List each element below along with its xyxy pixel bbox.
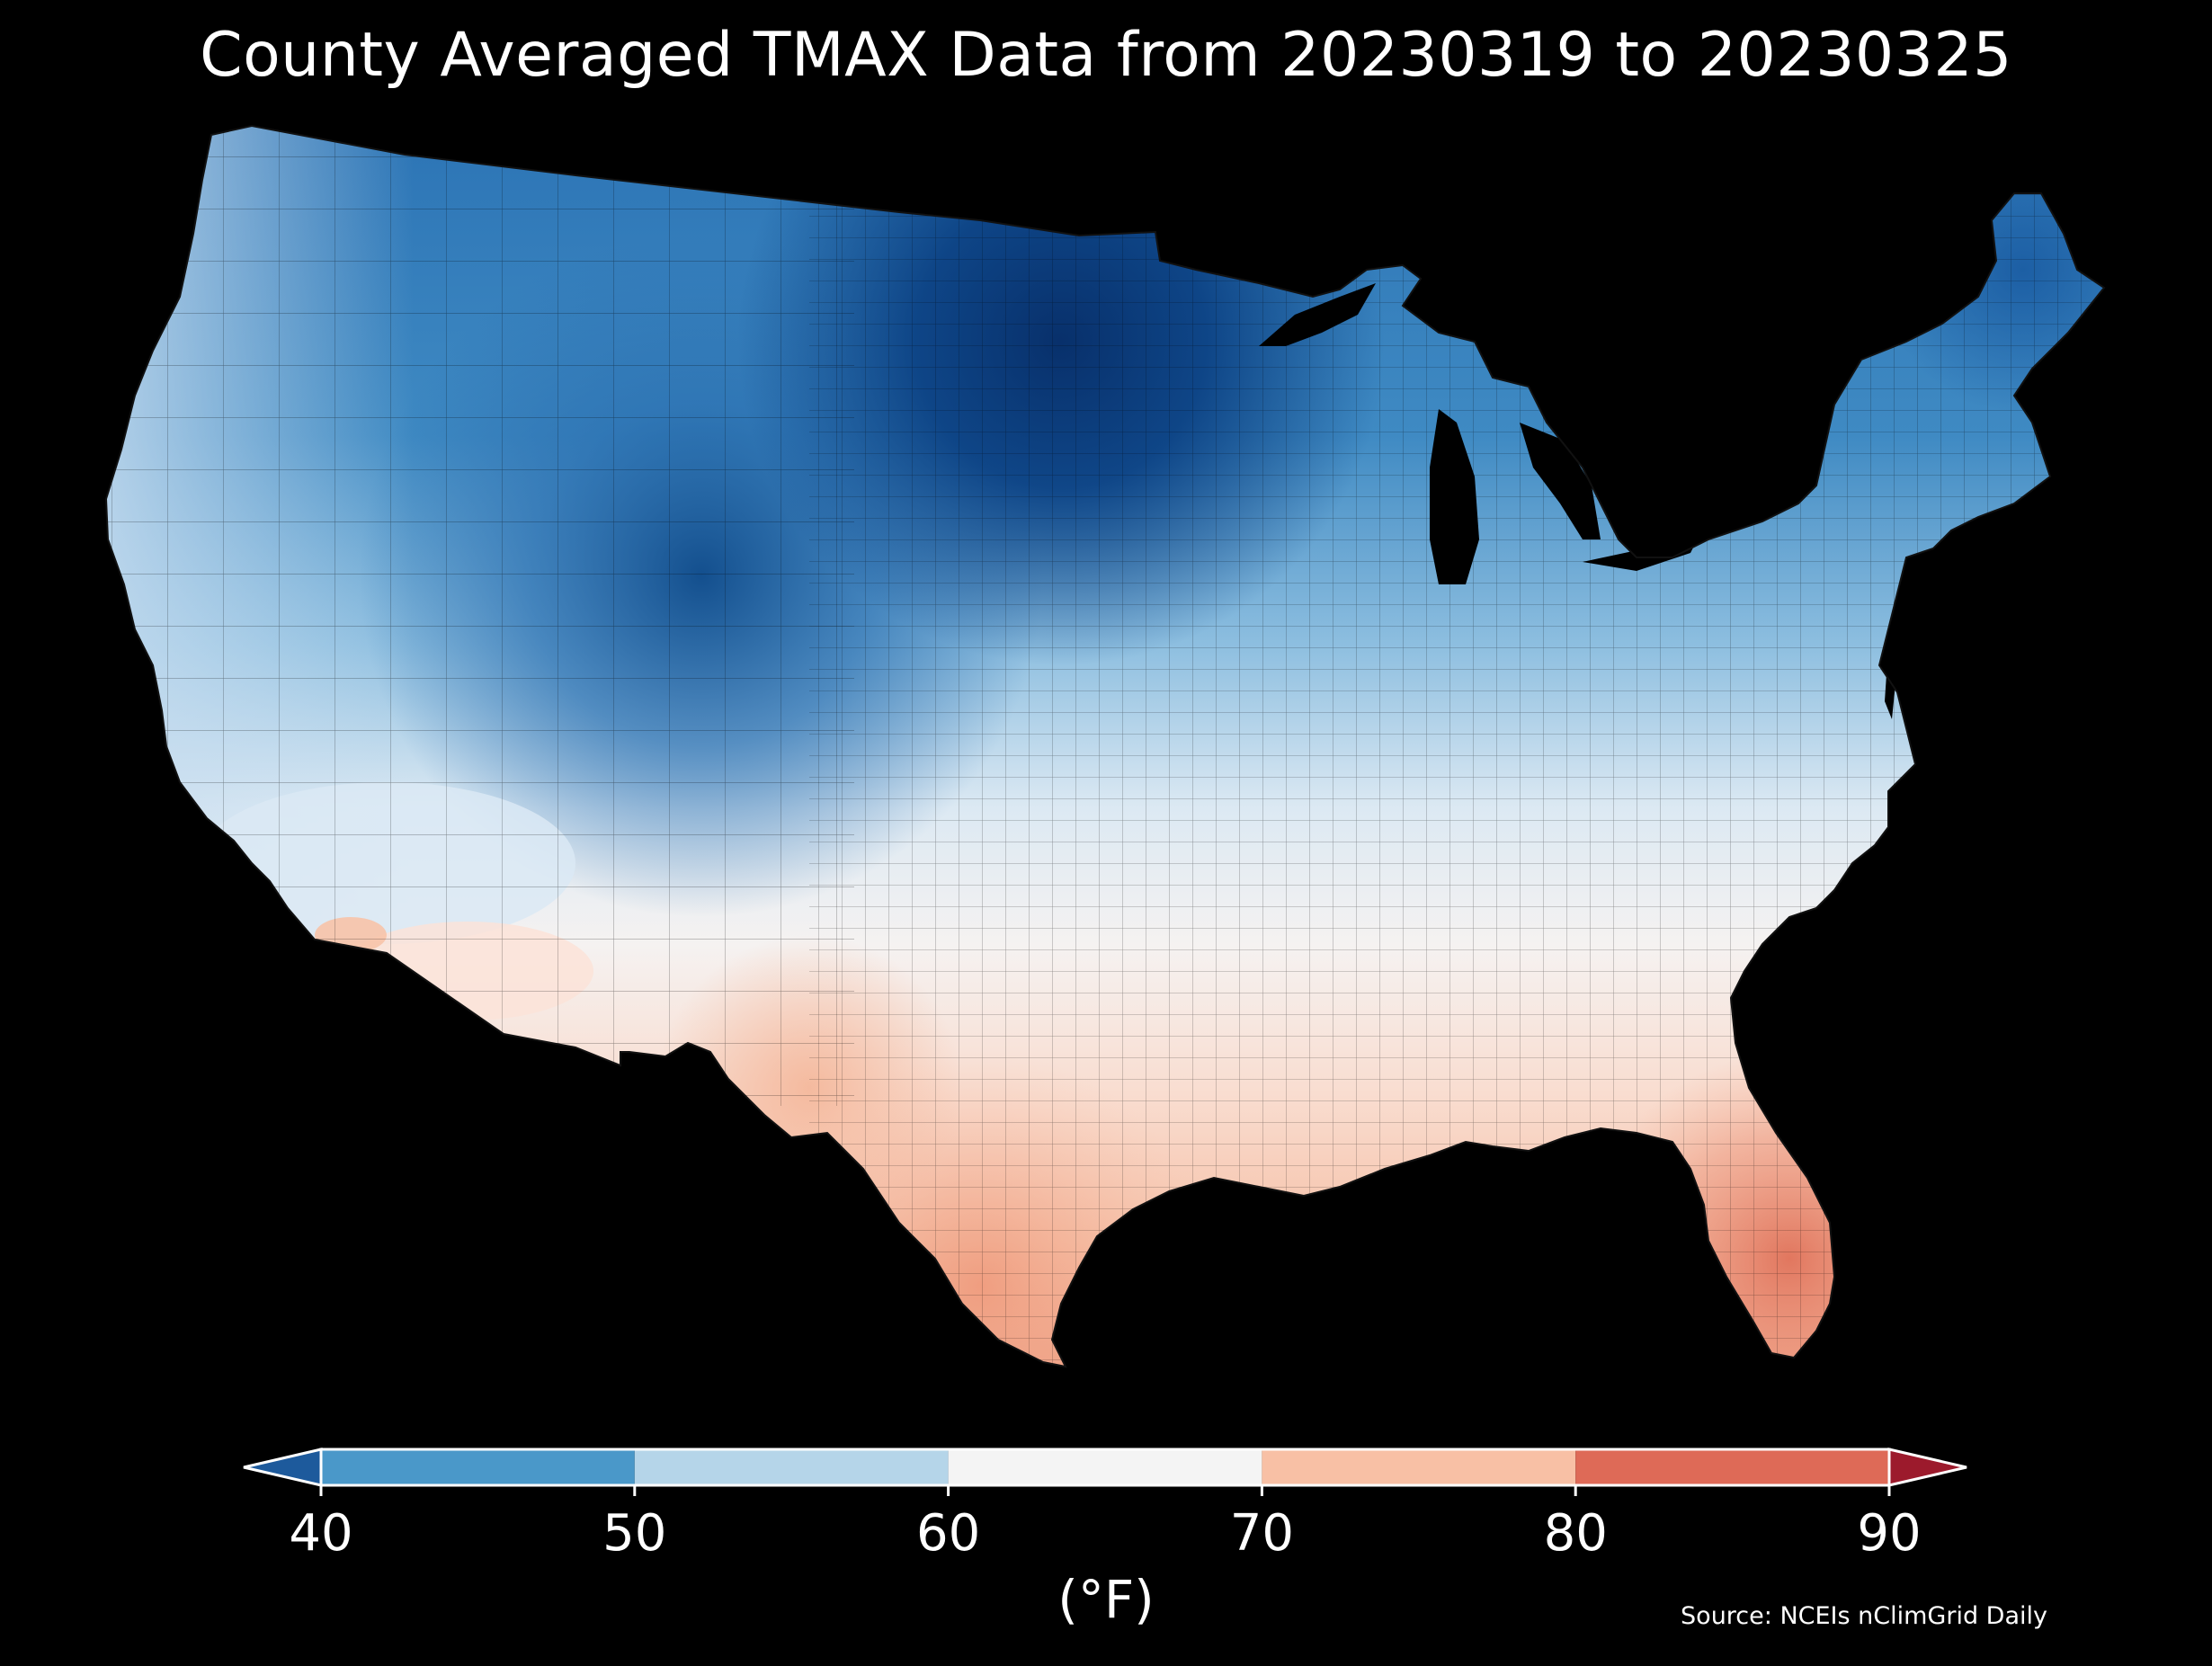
colorbar-bin-3	[1262, 1449, 1576, 1485]
colorbar-tick-label-3: 70	[1230, 1504, 1294, 1563]
colorbar-over-arrow	[1887, 1448, 1967, 1487]
colorbar-bin-2	[948, 1449, 1262, 1485]
lake-superior	[1259, 283, 1376, 346]
us-outline	[104, 124, 2106, 1368]
colorbar-frame	[319, 1448, 1891, 1487]
colorbar-tick-label-0: 40	[289, 1504, 352, 1563]
colorbar-ticks: 40 50 60 70 80 90	[289, 1485, 1922, 1563]
colorbar-bins	[321, 1449, 1889, 1485]
colorbar-tick-label-2: 60	[916, 1504, 980, 1563]
colorbar-bin-1	[634, 1449, 949, 1485]
colorbar-units-label: (°F)	[1057, 1569, 1155, 1630]
map-title: County Averaged TMAX Data from 20230319 …	[200, 20, 2012, 91]
lake-erie	[1583, 535, 1699, 571]
lake-michigan	[1430, 409, 1479, 584]
source-credit: Source: NCEIs nClimGrid Daily	[1681, 1602, 2047, 1630]
colorbar-bin-4	[1575, 1449, 1889, 1485]
colorbar-bin-0	[321, 1449, 635, 1485]
colorbar-tick-label-5: 90	[1857, 1504, 1921, 1563]
lake-huron	[1520, 423, 1601, 539]
colorbar-tick-label-1: 50	[602, 1504, 666, 1563]
colorbar-tick-label-4: 80	[1544, 1504, 1608, 1563]
great-lakes	[1259, 283, 1895, 719]
colorbar-under-arrow	[243, 1448, 323, 1487]
chesapeake-bay	[1885, 647, 1895, 719]
